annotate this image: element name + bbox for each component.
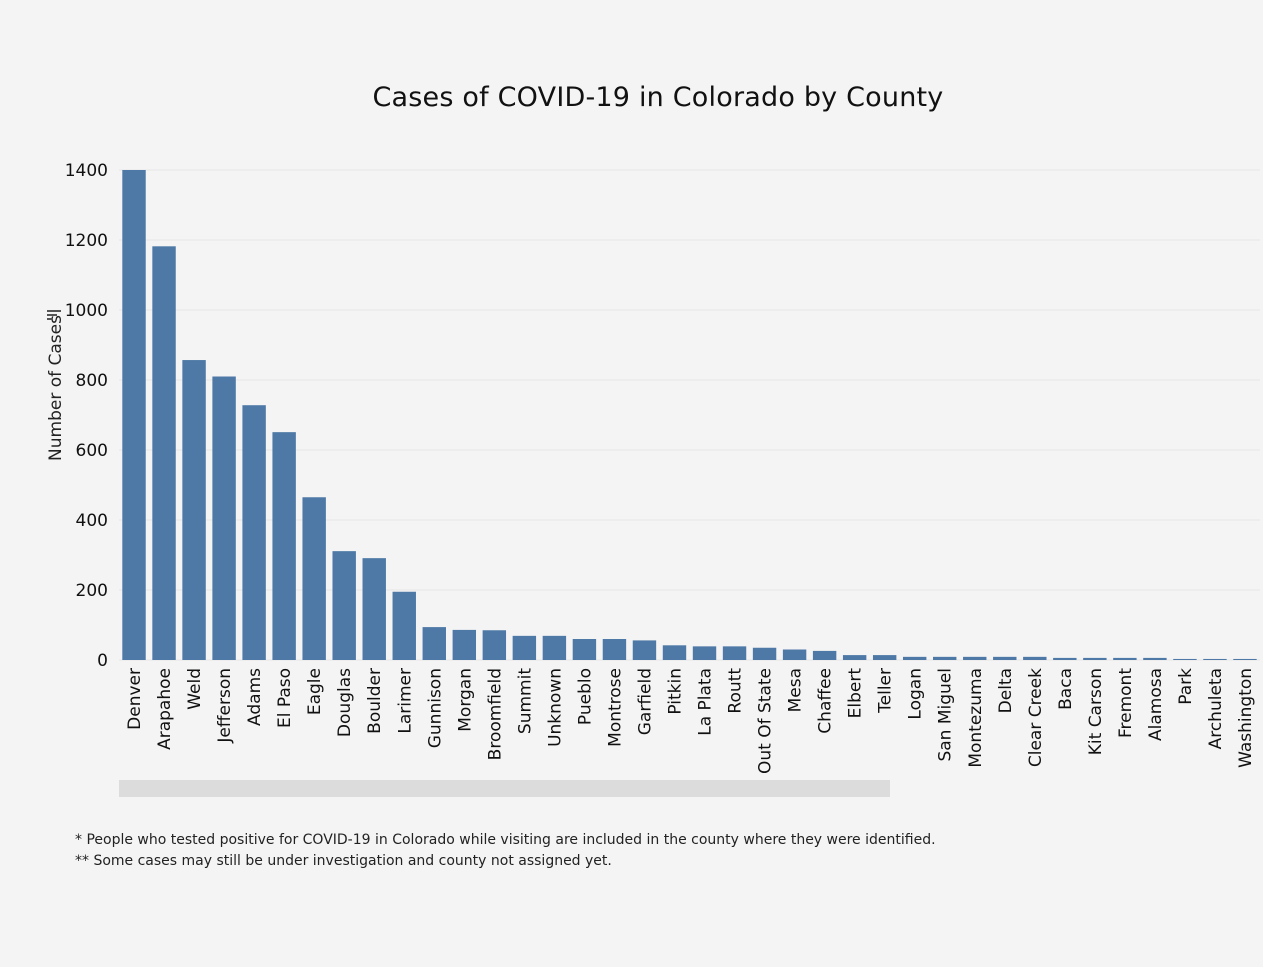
x-tick-label: Summit [515,668,535,734]
y-axis-ticks: 0 200 400 600 800 1000 1200 1400 [65,161,108,671]
bar-montezuma[interactable] [963,656,987,660]
bar-archuleta[interactable] [1203,658,1227,660]
x-tick-label: Gunnison [425,668,445,748]
bar-delta[interactable] [993,656,1017,660]
bar-chaffee[interactable] [812,650,837,660]
x-tick-label: Broomfield [485,668,505,760]
x-tick-label: Jefferson [215,668,235,744]
bar-teller[interactable] [872,655,897,660]
bar-fremont[interactable] [1113,657,1137,660]
bar-adams[interactable] [242,405,266,660]
bar-larimer[interactable] [392,591,416,660]
bar-el-paso[interactable] [272,432,296,660]
bar-kit-carson[interactable] [1083,657,1107,660]
footnote-investigation: ** Some cases may still be under investi… [75,853,612,869]
x-tick-label: Clear Creek [1026,668,1046,767]
y-axis-label: Number of Cases [46,315,66,461]
x-tick-label: Garfield [635,668,655,735]
x-tick-label: Morgan [455,668,475,732]
x-axis-ticks: Denver Arapahoe Weld Jefferson Adams El Paso E… [125,668,1256,774]
y-tick-label: 1400 [65,161,108,181]
bar-pueblo[interactable] [572,639,597,660]
x-tick-label: Boulder [365,668,385,734]
x-tick-label: Denver [125,668,145,730]
x-tick-label: Washington [1236,668,1256,768]
bar-gunnison[interactable] [422,627,446,660]
x-tick-label: Fremont [1116,668,1136,738]
bar-out-of-state[interactable] [752,647,777,660]
y-tick-label: 0 [97,651,108,671]
x-tick-label: Montrose [605,668,625,747]
y-tick-label: 1000 [65,301,108,321]
x-tick-label: El Paso [275,668,295,728]
bar-san-miguel[interactable] [933,656,957,660]
y-axis-label-group: Number of Cases [46,310,66,461]
bar-elbert[interactable] [842,655,867,660]
chart-title: Cases of COVID-19 in Colorado by County [372,82,944,113]
x-tick-label: Pueblo [575,668,595,725]
y-tick-label: 1200 [65,231,108,251]
x-tick-label: Montezuma [966,668,986,768]
y-tick-label: 600 [76,441,108,461]
bar-logan[interactable] [902,656,927,660]
x-tick-label: Baca [1056,668,1076,710]
bar-mesa[interactable] [782,649,807,661]
bar-garfield[interactable] [632,640,657,660]
bar-routt[interactable] [722,646,747,660]
x-tick-label: Arapahoe [155,668,175,750]
horizontal-scrollbar[interactable] [119,780,890,797]
bar-eagle[interactable] [302,497,326,660]
bar-baca[interactable] [1053,657,1077,660]
bar-la-plata[interactable] [692,646,717,660]
x-tick-label: Out Of State [756,668,776,774]
x-tick-label: Unknown [545,668,565,747]
x-tick-label: Mesa [786,668,806,712]
x-tick-label: Routt [726,668,746,714]
bar-douglas[interactable] [332,551,356,660]
x-tick-label: Elbert [846,668,866,719]
x-tick-label: Adams [245,668,265,726]
sort-icon[interactable] [47,310,61,320]
x-tick-label: San Miguel [936,668,956,762]
bar-washington[interactable] [1233,658,1257,660]
bar-weld[interactable] [182,360,206,660]
x-tick-label: La Plata [696,668,716,736]
x-tick-label: Eagle [305,668,325,715]
x-tick-label: Chaffee [816,668,836,734]
bar-arapahoe[interactable] [152,246,176,661]
bar-broomfield[interactable] [482,630,507,660]
x-tick-label: Alamosa [1146,668,1166,741]
bar-clear-creek[interactable] [1023,656,1047,660]
bar-park[interactable] [1173,658,1197,660]
x-tick-label: Pitkin [665,668,685,715]
bar-montrose[interactable] [602,639,627,660]
x-tick-label: Park [1176,668,1196,705]
bar-jefferson[interactable] [212,376,236,661]
y-tick-label: 800 [76,371,108,391]
x-tick-label: Archuleta [1206,668,1226,749]
x-tick-label: Larimer [395,668,415,734]
x-tick-label: Weld [185,668,205,710]
bar-alamosa[interactable] [1143,657,1167,660]
x-tick-label: Delta [996,668,1016,713]
bar-boulder[interactable] [362,558,386,660]
bar-denver[interactable] [122,170,146,660]
y-tick-label: 400 [76,511,108,531]
bar-unknown[interactable] [542,635,567,660]
x-tick-label: Douglas [335,668,355,737]
bar-summit[interactable] [512,635,537,660]
y-tick-label: 200 [76,581,108,601]
bars [122,170,1257,661]
x-tick-label: Kit Carson [1086,668,1106,755]
bar-morgan[interactable] [452,629,477,660]
bar-pitkin[interactable] [662,645,687,660]
footnote-visitors: * People who tested positive for COVID-1… [75,832,936,848]
x-tick-label: Teller [876,668,896,714]
x-tick-label: Logan [906,668,926,720]
